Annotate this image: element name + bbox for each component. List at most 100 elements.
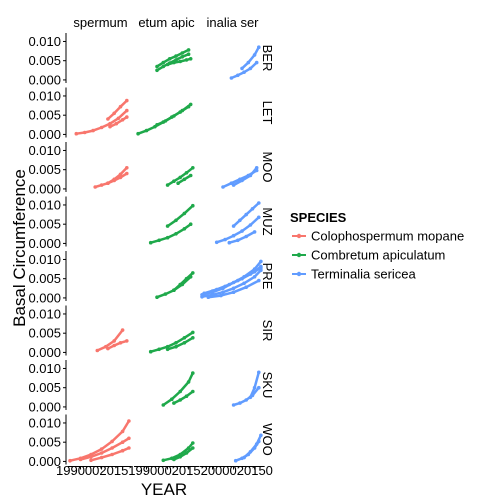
series-line [172, 390, 195, 405]
data-point [178, 455, 182, 459]
axes: 0.000 0.005 0.010 0.000 0.005 0.010 0.000 0.005… [28, 33, 263, 470]
data-point [233, 458, 238, 463]
data-point [202, 291, 206, 296]
data-point [125, 171, 129, 176]
series-woo-41 [172, 446, 195, 462]
row-strip-labels: BER LET MOO MUZ PRE SIR SKU WOO [260, 45, 275, 456]
data-point [184, 276, 189, 281]
legend-entry-3: Terminalia sericea [292, 267, 417, 282]
data-point [157, 347, 161, 352]
data-point [118, 172, 123, 177]
series-woo-43 [242, 433, 263, 460]
data-point [259, 266, 263, 270]
y-tick-label: 0.005 [28, 217, 61, 232]
row-strip-label-let: LET [260, 101, 275, 125]
data-point [248, 272, 253, 276]
data-point [257, 45, 261, 49]
data-point [68, 458, 72, 463]
series-woo-37 [68, 419, 131, 463]
data-point [221, 185, 225, 189]
y-tick-label: 0.000 [28, 290, 61, 305]
series-line [96, 328, 124, 352]
data-point [178, 175, 182, 180]
row-strip-label-muz: MUZ [260, 207, 275, 235]
data-point [112, 111, 116, 116]
data-point [172, 401, 176, 405]
column-strip-label-2: etum apic [138, 15, 195, 30]
data-point [170, 397, 174, 402]
data-point [257, 215, 261, 220]
row-strip-label-ber: BER [260, 45, 275, 72]
y-tick-label: 0.000 [28, 72, 61, 87]
data-point [167, 57, 172, 61]
series-line [106, 339, 129, 350]
data-point [136, 131, 140, 136]
data-point [99, 447, 104, 451]
data-point [238, 218, 242, 223]
y-tick-label: 0.005 [28, 271, 61, 286]
data-point [244, 212, 248, 217]
data-point [148, 349, 153, 354]
series-let-6 [74, 108, 129, 136]
data-point [161, 64, 166, 69]
series-line [166, 204, 195, 228]
data-point [106, 181, 110, 185]
data-point [223, 284, 227, 289]
data-point [210, 289, 215, 293]
data-point [182, 211, 187, 216]
data-point [248, 223, 253, 227]
data-point [120, 118, 125, 122]
data-point [231, 224, 236, 228]
data-point [174, 341, 178, 345]
row-strip-label-woo: WOO [260, 423, 275, 456]
series-ber-1 [155, 48, 191, 69]
column-strip-label-3: inalia ser [206, 15, 259, 30]
data-point [112, 343, 116, 348]
data-point [172, 179, 176, 183]
series-muz-21 [227, 230, 257, 245]
data-point [110, 439, 114, 444]
y-tick-label: 0.005 [28, 108, 61, 123]
data-point [93, 185, 97, 189]
series-pre-23 [172, 271, 195, 293]
data-point [178, 389, 182, 394]
series-sku-36 [248, 370, 261, 400]
data-point [89, 455, 93, 459]
data-point [127, 446, 131, 450]
data-point [184, 171, 189, 175]
data-point [108, 121, 112, 126]
data-point [120, 448, 125, 453]
series-line [172, 446, 195, 461]
legend-title: SPECIES [290, 210, 347, 225]
x-tick-labels: 199000201519900020152000020150 [56, 463, 273, 478]
series-muz-18 [165, 203, 195, 228]
legend-label: Colophospermum mopane [311, 229, 464, 244]
data-point [174, 232, 178, 236]
data-point [191, 203, 195, 208]
data-point [188, 57, 193, 61]
data-point [172, 457, 176, 462]
y-tick-label: 0.005 [28, 326, 61, 341]
data-point [259, 259, 263, 264]
data-point [165, 235, 170, 240]
data-point [244, 285, 248, 290]
data-point [191, 330, 195, 335]
x-axis-title: YEAR [141, 480, 187, 499]
legend-entry-1: Colophospermum mopane [292, 229, 464, 244]
series-moo-14 [176, 173, 193, 185]
series-sir-31 [148, 330, 195, 354]
data-point [238, 401, 242, 405]
data-point [191, 271, 195, 275]
data-point [231, 183, 236, 187]
data-point [252, 275, 257, 279]
data-point [227, 240, 232, 245]
y-tick-label: 0.010 [28, 361, 61, 376]
data-point [106, 117, 110, 121]
y-tick-label: 0.010 [28, 252, 61, 267]
row-strip-label-pre: PRE [260, 263, 275, 290]
y-tick-label: 0.000 [28, 454, 61, 469]
data-point [174, 344, 178, 349]
data-point [110, 452, 114, 457]
series-let-8 [108, 115, 129, 129]
data-point [95, 348, 100, 353]
